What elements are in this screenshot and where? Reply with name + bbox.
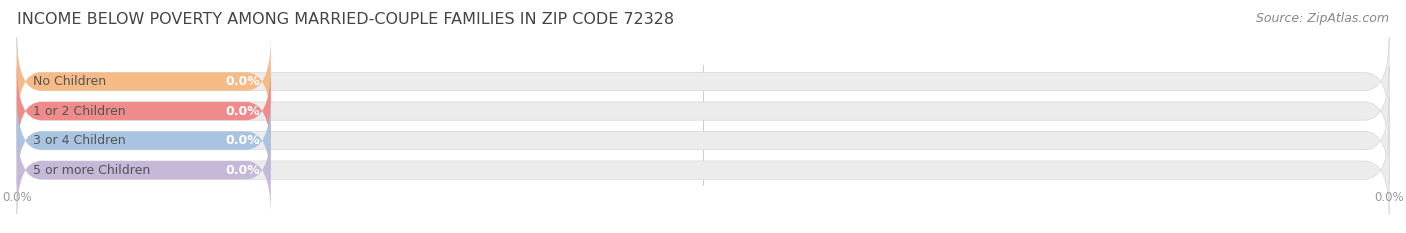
Text: Source: ZipAtlas.com: Source: ZipAtlas.com bbox=[1256, 12, 1389, 25]
Text: 0.0%: 0.0% bbox=[225, 164, 260, 177]
FancyBboxPatch shape bbox=[17, 38, 271, 126]
FancyBboxPatch shape bbox=[17, 96, 1389, 185]
FancyBboxPatch shape bbox=[17, 67, 1389, 155]
Text: 1 or 2 Children: 1 or 2 Children bbox=[34, 105, 127, 117]
Text: 5 or more Children: 5 or more Children bbox=[34, 164, 150, 177]
Text: 0.0%: 0.0% bbox=[225, 134, 260, 147]
Text: 0.0%: 0.0% bbox=[225, 105, 260, 117]
Text: INCOME BELOW POVERTY AMONG MARRIED-COUPLE FAMILIES IN ZIP CODE 72328: INCOME BELOW POVERTY AMONG MARRIED-COUPL… bbox=[17, 12, 673, 27]
Text: No Children: No Children bbox=[34, 75, 107, 88]
FancyBboxPatch shape bbox=[17, 38, 1389, 126]
FancyBboxPatch shape bbox=[17, 96, 271, 185]
Text: 0.0%: 0.0% bbox=[225, 75, 260, 88]
FancyBboxPatch shape bbox=[17, 126, 271, 214]
FancyBboxPatch shape bbox=[17, 67, 271, 155]
Text: 3 or 4 Children: 3 or 4 Children bbox=[34, 134, 127, 147]
FancyBboxPatch shape bbox=[17, 126, 1389, 214]
